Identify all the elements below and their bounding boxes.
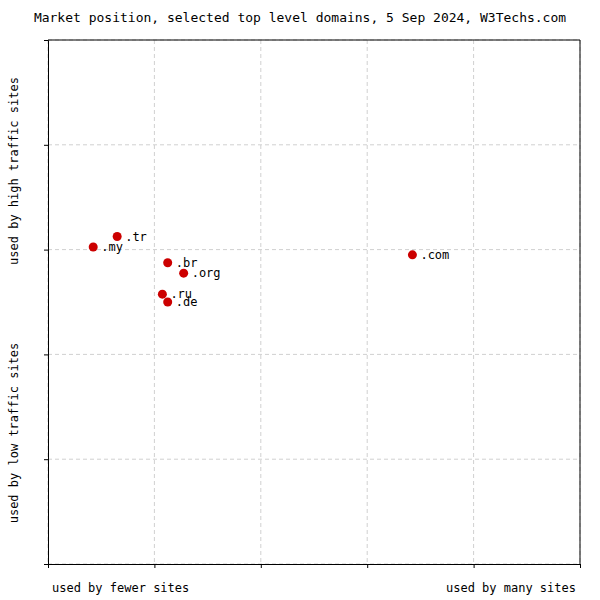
tick-mark xyxy=(44,145,48,146)
point-labels: .tr.my.br.org.ru.de.com xyxy=(101,230,449,310)
point xyxy=(408,250,417,259)
y-axis-label: used by low traffic sites xyxy=(7,343,21,524)
tick xyxy=(261,564,262,568)
grid-line xyxy=(260,40,261,564)
axis-line xyxy=(44,41,49,565)
point-label: .my xyxy=(101,240,123,254)
tick-mark xyxy=(44,354,48,355)
grid-line xyxy=(48,144,580,145)
tick-mark xyxy=(474,564,475,568)
point xyxy=(163,258,172,267)
tick xyxy=(580,564,581,568)
frame xyxy=(580,40,581,564)
tick-mark xyxy=(44,564,48,565)
tick xyxy=(44,459,48,460)
tick-mark xyxy=(261,564,262,568)
y-axis xyxy=(44,41,49,565)
grid-line xyxy=(48,249,580,250)
grid-line xyxy=(48,354,580,355)
tick xyxy=(474,564,475,568)
tick xyxy=(44,250,48,251)
y-axis-label: used by high traffic sites xyxy=(7,77,21,265)
tick xyxy=(367,564,368,568)
tick xyxy=(44,40,48,41)
grid-line xyxy=(367,40,368,564)
grid xyxy=(48,40,580,564)
plot-area: .tr.my.br.org.ru.de.com xyxy=(44,40,581,568)
frame xyxy=(48,40,580,41)
axis-line xyxy=(49,565,581,569)
point-label: .com xyxy=(420,248,449,262)
tick xyxy=(154,564,155,568)
x-axis xyxy=(49,564,581,568)
point-label: .org xyxy=(192,266,221,280)
tick-mark xyxy=(44,40,48,41)
tick-mark xyxy=(44,459,48,460)
point xyxy=(179,269,188,278)
x-axis-label: used by fewer sites xyxy=(52,581,189,595)
point xyxy=(158,290,167,299)
tick-mark xyxy=(580,564,581,568)
grid-line xyxy=(154,40,155,564)
tick xyxy=(44,564,48,565)
tick-mark xyxy=(154,564,155,568)
grid-line xyxy=(48,459,580,460)
grid-line xyxy=(473,40,474,564)
tick-mark xyxy=(367,564,368,568)
grid-line xyxy=(48,40,580,41)
title: Market position, selected top level doma… xyxy=(34,10,566,25)
point-label: .de xyxy=(176,295,198,309)
tick xyxy=(44,354,48,355)
point xyxy=(89,242,98,251)
chart: .tr.my.br.org.ru.de.comMarket position, … xyxy=(0,0,600,600)
grid-line xyxy=(580,40,581,564)
point-label: .tr xyxy=(125,230,147,244)
x-axis-label: used by many sites xyxy=(446,581,576,595)
tick xyxy=(44,145,48,146)
tick-mark xyxy=(44,250,48,251)
